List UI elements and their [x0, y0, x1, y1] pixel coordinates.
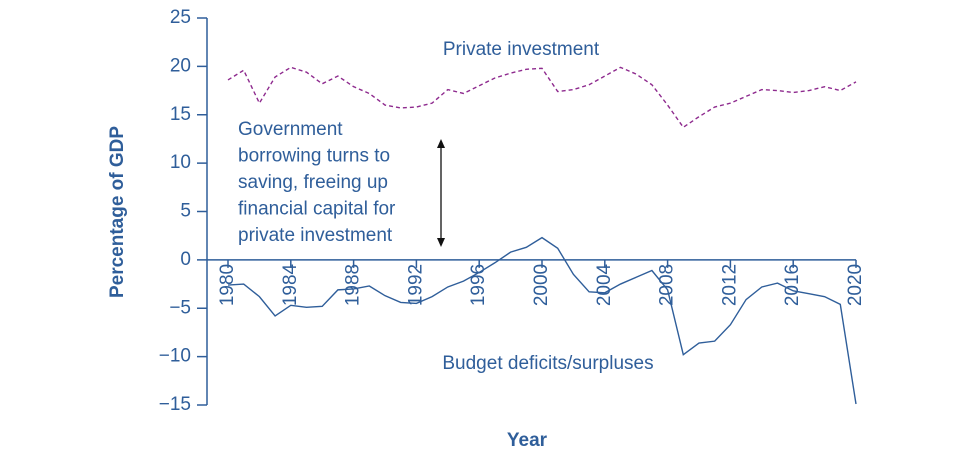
annotation-line: Government	[238, 119, 343, 140]
y-tick-label: −10	[159, 346, 191, 367]
x-tick-label: 2020	[845, 264, 866, 306]
x-tick-label: 2008	[657, 264, 678, 306]
series-label: Private investment	[443, 39, 600, 60]
x-axis-title: Year	[507, 430, 548, 451]
y-tick-label: 0	[180, 249, 191, 270]
x-tick-label: 2012	[719, 264, 740, 306]
series-line	[227, 236, 857, 405]
y-tick-label: 15	[170, 104, 191, 125]
x-tick-label: 2004	[594, 263, 615, 306]
x-tick-label: 1996	[468, 264, 489, 306]
y-tick-label: −15	[159, 394, 191, 415]
annotation-line: saving, freeing up	[238, 172, 388, 193]
x-tick-label: 2000	[531, 264, 552, 306]
x-tick-label: 1992	[405, 264, 426, 306]
annotation-line: borrowing turns to	[238, 146, 390, 167]
y-tick-label: −5	[169, 297, 191, 318]
y-tick-label: 5	[180, 201, 191, 222]
y-tick-label: 25	[170, 7, 191, 28]
x-tick-label: 1988	[343, 264, 364, 306]
x-tick-label: 1980	[217, 264, 238, 306]
series-line	[227, 66, 857, 129]
x-tick-label: 1984	[280, 263, 301, 306]
arrow-head	[437, 238, 445, 247]
annotation-arrow	[437, 139, 445, 247]
arrow-head	[437, 139, 445, 148]
annotation-line: financial capital for	[238, 199, 396, 220]
y-tick-label: 10	[170, 152, 191, 173]
x-tick-label: 2016	[782, 264, 803, 306]
series-label: Budget deficits/surpluses	[442, 353, 653, 374]
annotation-line: private investment	[238, 225, 393, 246]
y-axis-title: Percentage of GDP	[107, 126, 128, 298]
y-tick-label: 20	[170, 55, 191, 76]
